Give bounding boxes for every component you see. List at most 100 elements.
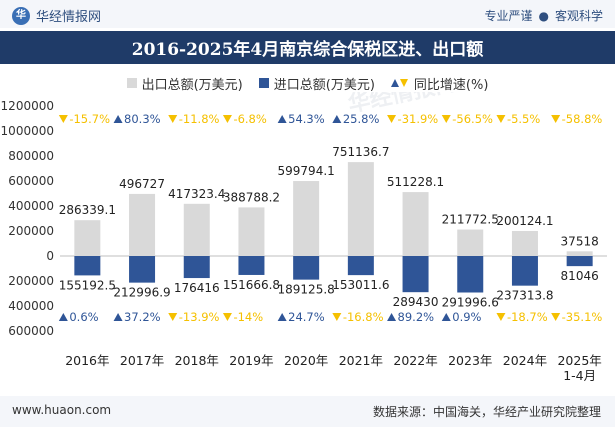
import-bar: [402, 256, 429, 293]
export-growth-label: -58.8%: [562, 112, 603, 126]
import-value-label: 289430: [393, 295, 439, 309]
export-growth-label: -5.5%: [507, 112, 540, 126]
export-value-label: 388788.2: [223, 190, 280, 204]
export-growth-label: -11.8%: [179, 112, 220, 126]
y-tick-label: 400000: [8, 299, 54, 313]
import-bar: [457, 256, 484, 293]
import-value-label: 212996.9: [113, 286, 170, 300]
x-category-label: 2022年: [393, 353, 437, 368]
import-bar: [347, 256, 374, 276]
export-growth-down-icon: [441, 115, 451, 123]
brand[interactable]: 华 华经情报网: [12, 6, 101, 25]
import-value-label: 155192.5: [59, 278, 116, 292]
footer-bar: www.huaon.com 数据来源：中国海关，华经产业研究院整理: [0, 396, 615, 427]
import-growth-label: 89.2%: [398, 310, 435, 324]
y-tick-label: 1000000: [1, 124, 54, 138]
export-value-label: 417323.4: [168, 187, 225, 201]
legend-export: 出口总额(万美元): [126, 74, 243, 93]
y-tick-label: 600000: [8, 174, 54, 188]
export-value-label: 511228.1: [387, 175, 444, 189]
legend-yoy-label: 同比增速(%): [413, 77, 489, 93]
legend-yoy-triangles-icon: [390, 79, 409, 87]
import-growth-label: -14%: [233, 310, 263, 324]
export-bar: [347, 162, 374, 256]
import-growth-up-icon: [387, 313, 397, 321]
export-value-label: 211772.5: [442, 213, 499, 227]
export-bar: [183, 203, 210, 256]
export-growth-down-icon: [222, 115, 232, 123]
tagline-left: 专业严谨: [484, 9, 533, 23]
x-category-label: 2024年: [503, 353, 547, 368]
import-value-label: 151666.8: [223, 278, 280, 292]
y-tick-label: 600000: [8, 324, 54, 338]
export-value-label: 286339.1: [59, 203, 116, 217]
x-category-label: 2016年: [65, 353, 109, 368]
export-value-label: 200124.1: [496, 214, 553, 228]
export-growth-label: 80.3%: [124, 112, 161, 126]
tagline-separator: ●: [538, 9, 549, 23]
import-growth-label: 37.2%: [124, 310, 161, 324]
y-tick-label: 200000: [8, 224, 54, 238]
import-bar: [511, 256, 538, 286]
export-growth-label: -31.9%: [398, 112, 439, 126]
import-value-label: 291996.6: [442, 295, 499, 309]
chart-plot: 600000 400000 200000 0 200000 400000 600000 800…: [1, 92, 607, 383]
legend-export-swatch: [126, 78, 137, 88]
y-tick-label: 1200000: [1, 99, 54, 113]
top-bar: 华 华经情报网 专业严谨 ● 客观科学: [0, 0, 615, 28]
export-growth-down-icon: [551, 115, 561, 123]
title-bar: 2016-2025年4月南京综合保税区进、出口额: [0, 31, 615, 64]
import-value-label: 237313.8: [496, 289, 553, 303]
export-growth-down-icon: [58, 115, 68, 123]
chart-legend: 出口总额(万美元) 进口总额(万美元) 同比增速(%): [0, 74, 615, 93]
import-growth-down-icon: [332, 313, 342, 321]
import-growth-label: -35.1%: [562, 310, 603, 324]
import-bar: [183, 256, 210, 279]
export-growth-up-icon: [113, 115, 123, 123]
y-tick-label: 800000: [8, 149, 54, 163]
import-growth-down-icon: [551, 313, 561, 321]
import-value-label: 81046: [561, 269, 599, 283]
import-growth-up-icon: [441, 313, 451, 321]
y-tick-label: 400000: [8, 199, 54, 213]
legend-yoy: 同比增速(%): [390, 74, 489, 93]
export-bar: [566, 251, 593, 256]
x-category-label: 2017年: [120, 353, 164, 368]
export-growth-down-icon: [168, 115, 178, 123]
import-growth-down-icon: [222, 313, 232, 321]
export-growth-label: 25.8%: [343, 112, 380, 126]
export-growth-up-icon: [332, 115, 342, 123]
import-growth-label: -18.7%: [507, 310, 548, 324]
export-growth-down-icon: [496, 115, 506, 123]
import-growth-label: -16.8%: [343, 310, 384, 324]
import-growth-up-icon: [277, 313, 287, 321]
import-growth-down-icon: [496, 313, 506, 321]
export-growth-label: -15.7%: [69, 112, 110, 126]
x-category-label: 2018年: [175, 353, 219, 368]
y-tick-label: 200000: [8, 274, 54, 288]
export-bar: [74, 220, 101, 256]
export-value-label: 496727: [119, 177, 165, 191]
export-value-label: 37518: [561, 234, 599, 248]
import-growth-label: 24.7%: [288, 310, 325, 324]
import-value-label: 153011.6: [332, 278, 389, 292]
import-growth-label: -13.9%: [179, 310, 220, 324]
export-bar: [238, 207, 265, 256]
import-bar: [74, 256, 101, 276]
import-bar: [238, 256, 265, 275]
import-value-label: 176416: [174, 281, 220, 295]
x-category-label: 2019年: [229, 353, 273, 368]
x-category-label: 1-4月: [563, 368, 596, 383]
chart-title: 2016-2025年4月南京综合保税区进、出口额: [131, 40, 484, 60]
export-growth-label: -56.5%: [452, 112, 493, 126]
export-bar: [457, 229, 484, 256]
export-bar: [129, 193, 156, 256]
import-bar: [293, 256, 320, 280]
footer-website[interactable]: www.huaon.com: [12, 403, 112, 417]
import-growth-up-icon: [113, 313, 123, 321]
x-category-label: 2020年: [284, 353, 328, 368]
import-growth-label: 0.6%: [69, 310, 98, 324]
legend-import: 进口总额(万美元): [258, 74, 375, 93]
brand-name: 华经情报网: [36, 10, 102, 25]
export-value-label: 599794.1: [278, 164, 335, 178]
